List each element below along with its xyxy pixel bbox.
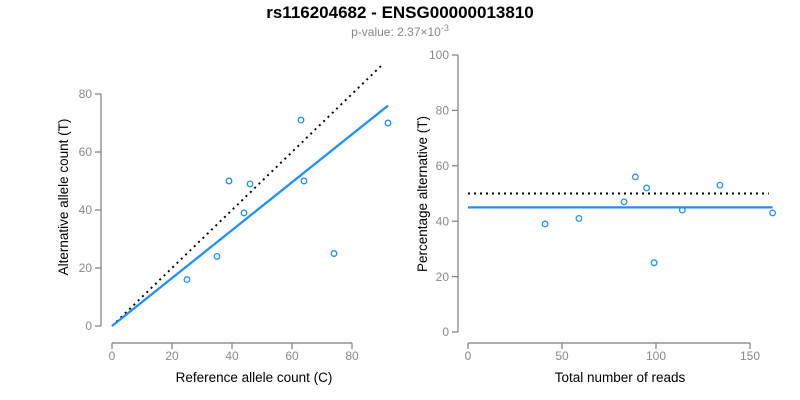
fit-line xyxy=(111,104,389,327)
data-point xyxy=(678,206,686,214)
data-point xyxy=(541,220,549,228)
y-tick-label: 80 xyxy=(436,104,450,118)
x-tick-label: 100 xyxy=(646,349,666,363)
data-point xyxy=(643,184,651,192)
data-point xyxy=(240,209,248,217)
y-tick-label: 60 xyxy=(436,159,450,173)
data-point xyxy=(330,250,338,257)
pvalue-exponent: -3 xyxy=(440,23,449,33)
y-tick-label: 20 xyxy=(436,270,450,284)
x-tick-label: 40 xyxy=(225,349,239,363)
x-tick-label: 0 xyxy=(109,349,116,363)
title-text: rs116204682 - ENSG00000013810 xyxy=(266,3,534,22)
y-tick-label: 0 xyxy=(85,319,92,333)
x-tick-label: 60 xyxy=(285,349,299,363)
y-tick-label: 20 xyxy=(79,261,93,275)
x-tick-label: 20 xyxy=(165,349,179,363)
y-tick-label: 60 xyxy=(79,145,93,159)
x-tick-label: 150 xyxy=(740,349,760,363)
data-point xyxy=(246,180,254,188)
y-tick-label: 40 xyxy=(436,214,450,228)
page-title: rs116204682 - ENSG00000013810 xyxy=(0,3,800,23)
data-point xyxy=(183,276,191,284)
data-point xyxy=(620,198,628,206)
y-tick-label: 40 xyxy=(79,203,93,217)
y-tick-label: 80 xyxy=(79,87,93,101)
data-point xyxy=(213,252,221,260)
data-point xyxy=(297,116,305,124)
data-point xyxy=(225,177,233,185)
x-tick-label: 50 xyxy=(555,349,569,363)
x-axis-title: Reference allele count (C) xyxy=(176,370,333,385)
y-tick-label: 100 xyxy=(429,48,449,62)
data-point xyxy=(716,181,724,189)
x-axis-title: Total number of reads xyxy=(555,370,686,385)
y-axis-title: Alternative allele count (T) xyxy=(56,119,71,276)
y-axis-title: Percentage alternative (T) xyxy=(415,116,430,272)
x-tick-label: 0 xyxy=(465,349,472,363)
pvalue-subtitle: p-value: 2.37×10-3 xyxy=(0,23,800,39)
x-tick-label: 80 xyxy=(345,349,359,363)
pvalue-text: p-value: 2.37×10 xyxy=(351,25,441,39)
data-point xyxy=(575,214,583,222)
data-point xyxy=(631,173,639,181)
data-point xyxy=(300,177,308,185)
y-tick-label: 0 xyxy=(442,325,449,339)
data-point xyxy=(769,209,777,217)
data-point xyxy=(384,119,392,127)
identity-line xyxy=(111,64,383,327)
data-point xyxy=(650,259,658,267)
